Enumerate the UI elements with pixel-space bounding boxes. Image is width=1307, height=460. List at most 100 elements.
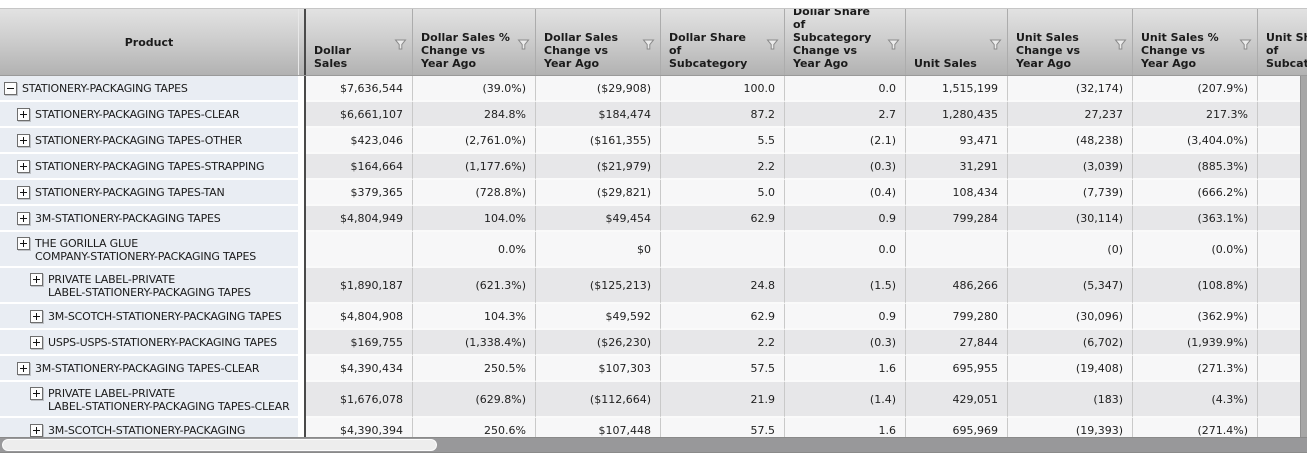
column-header[interactable]: Unit Sales % Change vs Year Ago [1132, 9, 1257, 75]
value-cell: (7,739) [1007, 180, 1132, 206]
column-header[interactable]: Dollar Share of Subcategory [660, 9, 784, 75]
product-cell: 3M-STATIONERY-PACKAGING TAPES [0, 206, 298, 232]
product-name: PRIVATE LABEL-PRIVATE LABEL-STATIONERY-PA… [48, 273, 251, 299]
value-cell: (2,761.0%) [412, 128, 535, 154]
value-cell: $49,592 [535, 304, 660, 330]
value-cell: 108,434 [905, 180, 1007, 206]
frozen-pane-divider [304, 418, 306, 444]
column-header-label: Unit Sales [914, 57, 977, 70]
column-header[interactable]: Dollar Sales [306, 9, 412, 75]
expand-icon[interactable] [17, 107, 30, 121]
product-cell: PRIVATE LABEL-PRIVATE LABEL-STATIONERY-PA… [0, 268, 298, 304]
product-name-line: PRIVATE LABEL-PRIVATE [48, 387, 175, 400]
value-cell: 5.0 [660, 180, 784, 206]
collapse-icon[interactable] [4, 81, 17, 95]
value-cell: 62.9 [660, 206, 784, 232]
value-cell: (885.3%) [1132, 154, 1257, 180]
expand-icon[interactable] [17, 237, 30, 250]
value-cell: 0.0 [784, 232, 905, 268]
column-header-label: Dollar Sales % Change vs Year Ago [421, 31, 510, 70]
product-name-line: STATIONERY-PACKAGING TAPES-OTHER [35, 133, 243, 147]
filter-funnel-icon[interactable] [394, 38, 407, 51]
expand-icon[interactable] [17, 185, 30, 199]
filter-funnel-icon[interactable] [517, 38, 530, 51]
value-cell [1257, 356, 1307, 382]
value-cell: 1,515,199 [905, 76, 1007, 102]
expand-icon[interactable] [30, 423, 43, 437]
column-header[interactable]: Dollar Share of Subcategory Change vs Ye… [784, 9, 905, 75]
column-header[interactable]: Dollar Sales % Change vs Year Ago [412, 9, 535, 75]
value-cell: 104.0% [412, 206, 535, 232]
frozen-pane-gap [298, 154, 304, 180]
frozen-pane-gap [298, 330, 304, 356]
value-cell: $169,755 [306, 330, 412, 356]
value-cell: (1.4) [784, 382, 905, 418]
filter-funnel-icon[interactable] [1114, 38, 1127, 51]
product-cell: THE GORILLA GLUE COMPANY-STATIONERY-PACKA… [0, 232, 298, 268]
expand-icon[interactable] [17, 361, 30, 375]
value-cell: 0.0 [784, 76, 905, 102]
value-cell: (1,177.6%) [412, 154, 535, 180]
product-column-header[interactable]: Product [0, 9, 298, 75]
expand-icon[interactable] [30, 273, 43, 286]
value-cell: 104.3% [412, 304, 535, 330]
table-row: PRIVATE LABEL-PRIVATE LABEL-STATIONERY-PA… [0, 382, 1307, 418]
value-cell: $4,804,908 [306, 304, 412, 330]
column-header[interactable]: Unit Share of Subcategory [1257, 9, 1307, 75]
frozen-pane-gap [298, 180, 304, 206]
frozen-pane-gap [298, 382, 304, 418]
value-cell: $164,664 [306, 154, 412, 180]
filter-funnel-icon[interactable] [1239, 38, 1252, 51]
frozen-pane-gap [298, 232, 304, 268]
frozen-pane-gap [298, 9, 304, 75]
value-cell: 429,051 [905, 382, 1007, 418]
value-cell: 2.7 [784, 102, 905, 128]
filter-funnel-icon[interactable] [642, 38, 655, 51]
column-header-label: Unit Sales % Change vs Year Ago [1141, 31, 1219, 70]
filter-funnel-icon[interactable] [887, 38, 900, 51]
value-cell: 284.8% [412, 102, 535, 128]
value-cell: (4.3%) [1132, 382, 1257, 418]
vertical-scrollbar[interactable] [1300, 76, 1307, 437]
value-cell [1257, 102, 1307, 128]
value-cell: 87.2 [660, 102, 784, 128]
product-name-line: COMPANY-STATIONERY-PACKAGING TAPES [35, 250, 257, 263]
value-cell: 1,280,435 [905, 102, 1007, 128]
value-cell: (32,174) [1007, 76, 1132, 102]
product-name-line: 3M-STATIONERY-PACKAGING TAPES-CLEAR [35, 361, 260, 375]
column-header-label: Dollar Sales [314, 44, 352, 70]
column-header-label: Dollar Share of Subcategory [669, 31, 748, 70]
value-cell: (629.8%) [412, 382, 535, 418]
expand-icon[interactable] [17, 159, 30, 173]
frozen-pane-gap [298, 418, 304, 444]
product-cell: 3M-SCOTCH-STATIONERY-PACKAGING TAPES [0, 304, 298, 330]
table-row: 3M-SCOTCH-STATIONERY-PACKAGING TAPES $4,8… [0, 304, 1307, 330]
filter-funnel-icon[interactable] [989, 38, 1002, 51]
table-row: PRIVATE LABEL-PRIVATE LABEL-STATIONERY-PA… [0, 268, 1307, 304]
value-cell: 0.0% [412, 232, 535, 268]
value-cell: $107,303 [535, 356, 660, 382]
value-cell: (39.0%) [412, 76, 535, 102]
column-header[interactable]: Unit Sales Change vs Year Ago [1007, 9, 1132, 75]
expand-icon[interactable] [30, 387, 43, 400]
frozen-pane-divider [304, 128, 306, 154]
value-cell: 250.5% [412, 356, 535, 382]
value-cell: $49,454 [535, 206, 660, 232]
product-name: STATIONERY-PACKAGING TAPES-TAN [35, 186, 225, 199]
expand-icon[interactable] [17, 133, 30, 147]
value-cell: ($29,908) [535, 76, 660, 102]
product-name: THE GORILLA GLUE COMPANY-STATIONERY-PACKA… [35, 237, 256, 263]
value-cell [1257, 382, 1307, 418]
expand-icon[interactable] [17, 211, 30, 225]
column-header[interactable]: Unit Sales [905, 9, 1007, 75]
column-header[interactable]: Dollar Sales Change vs Year Ago [535, 9, 660, 75]
horizontal-scrollbar-thumb[interactable] [2, 439, 437, 451]
horizontal-scrollbar[interactable] [0, 437, 1307, 453]
product-name-line: STATIONERY-PACKAGING TAPES-TAN [35, 185, 225, 199]
frozen-pane-divider [304, 180, 306, 206]
value-cell: $379,365 [306, 180, 412, 206]
expand-icon[interactable] [30, 309, 43, 323]
filter-funnel-icon[interactable] [766, 38, 779, 51]
expand-icon[interactable] [30, 335, 43, 349]
